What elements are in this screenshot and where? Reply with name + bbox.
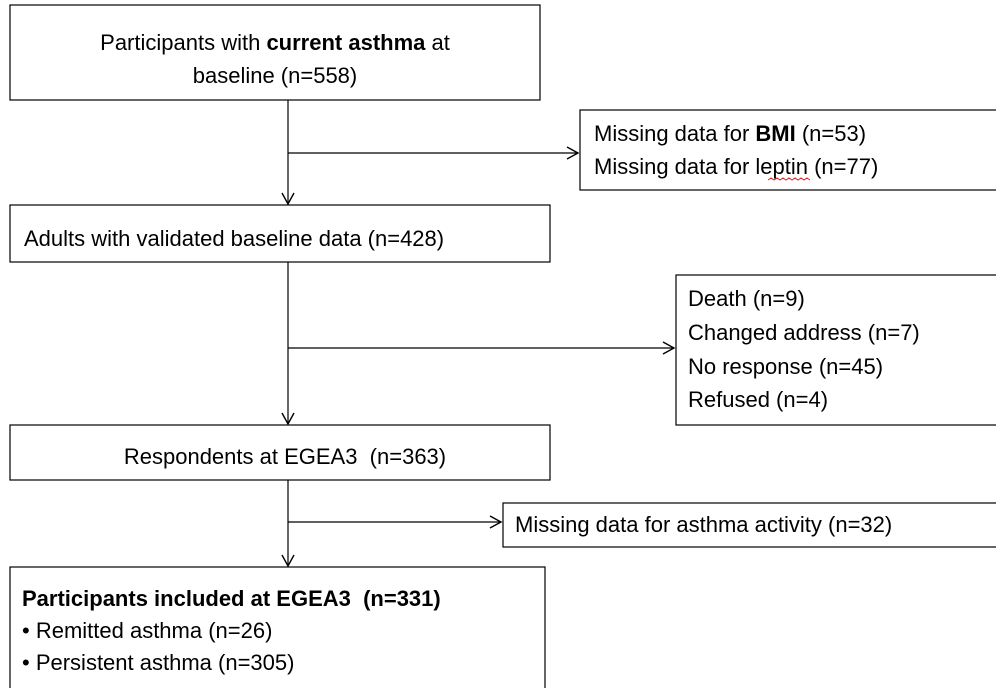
text: BMI	[755, 121, 795, 146]
box-text: Changed address (n=7)	[688, 320, 920, 345]
box-text: Missing data for leptin (n=77)	[594, 154, 878, 179]
box-text: Missing data for asthma activity (n=32)	[515, 512, 892, 537]
box-text: No response (n=45)	[688, 354, 883, 379]
box	[675, 274, 996, 426]
box-text: Adults with validated baseline data (n=4…	[24, 226, 444, 251]
box	[9, 204, 551, 263]
box-text: baseline (n=558)	[193, 63, 358, 88]
box-text: • Persistent asthma (n=305)	[22, 650, 294, 675]
box	[502, 502, 996, 548]
box	[9, 424, 551, 481]
box-text: • Remitted asthma (n=26)	[22, 618, 272, 643]
text: Missing data for	[594, 121, 755, 146]
box-text: Participants included at EGEA3 (n=331)	[22, 586, 441, 611]
box	[579, 109, 996, 191]
text: Participants with	[100, 30, 266, 55]
box-text: Missing data for BMI (n=53)	[594, 121, 866, 146]
box	[9, 566, 546, 688]
box-text: Refused (n=4)	[688, 387, 828, 412]
box-text: Respondents at EGEA3 (n=363)	[124, 444, 446, 469]
box	[9, 4, 541, 101]
box-text: Participants with current asthma at	[100, 30, 450, 55]
spell-underline	[767, 177, 811, 181]
text: at	[425, 30, 449, 55]
text: (n=53)	[796, 121, 866, 146]
box-text: Death (n=9)	[688, 286, 805, 311]
text: current asthma	[266, 30, 426, 55]
